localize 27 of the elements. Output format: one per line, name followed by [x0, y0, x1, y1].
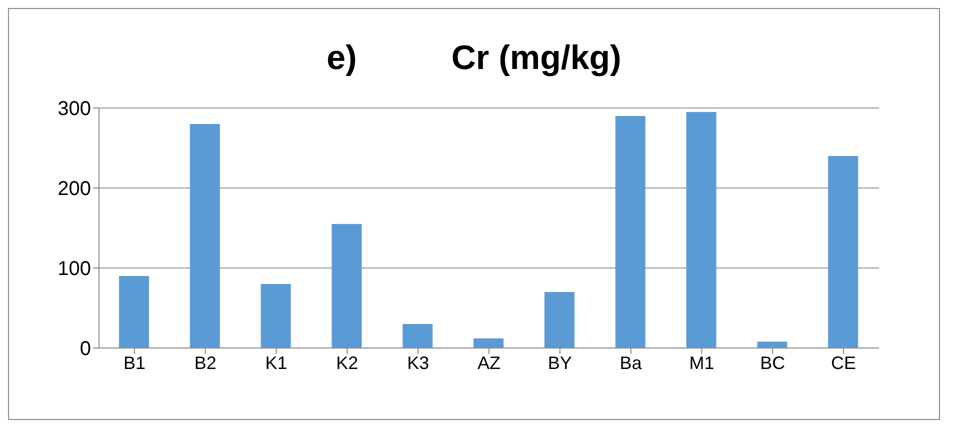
bar	[544, 292, 574, 348]
x-tick-label: K1	[265, 352, 288, 373]
x-tick-label: CE	[831, 352, 856, 373]
bar	[402, 324, 433, 348]
y-tick-label: 300	[58, 98, 91, 120]
x-tick-label: B2	[194, 352, 216, 373]
x-tick-label: B1	[123, 352, 146, 373]
bar	[615, 116, 646, 348]
bar	[686, 112, 716, 348]
bar	[332, 224, 362, 348]
x-tick-label: AZ	[477, 352, 501, 373]
y-tick-label: 100	[58, 258, 91, 280]
chart-title: e) Cr (mg/kg)	[326, 39, 622, 78]
y-tick-label: 200	[58, 178, 91, 200]
bar	[757, 342, 788, 348]
x-tick-label: BC	[760, 352, 786, 373]
x-tick-label: K2	[336, 352, 358, 373]
y-tick-label: 0	[80, 338, 91, 360]
bar	[190, 124, 220, 348]
x-tick-label: M1	[689, 352, 714, 373]
bar	[119, 276, 149, 348]
x-tick-label: BY	[548, 352, 572, 373]
x-tick-label: Ba	[620, 352, 643, 373]
bar	[828, 156, 858, 348]
bar	[474, 338, 504, 348]
x-tick-label: K3	[407, 352, 430, 373]
bar	[260, 284, 291, 348]
